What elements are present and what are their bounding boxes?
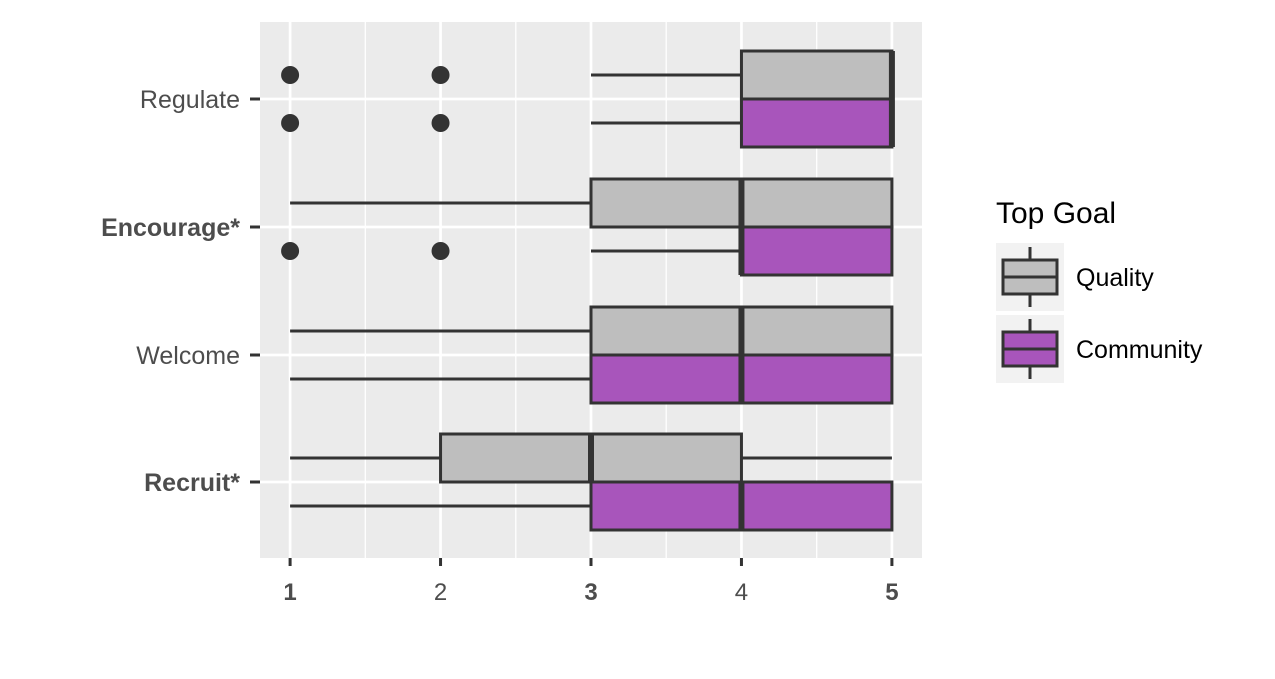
x-tick-label: 5 <box>885 579 898 606</box>
x-tick-label: 3 <box>584 579 597 606</box>
outlier-point <box>431 66 450 84</box>
legend-label: Quality <box>1076 264 1154 292</box>
y-tick-label: Encourage* <box>101 214 240 242</box>
outlier-point <box>431 114 450 132</box>
legend-title: Top Goal <box>996 197 1116 230</box>
box-community <box>739 225 894 277</box>
outlier-point <box>281 242 300 260</box>
x-tick-label: 1 <box>283 579 296 606</box>
legend-label: Community <box>1076 336 1203 364</box>
x-tick-label: 4 <box>735 579 748 606</box>
y-tick-label: Welcome <box>136 342 240 370</box>
y-tick-label: Regulate <box>140 86 240 114</box>
outlier-point <box>281 114 300 132</box>
x-tick-label: 2 <box>434 579 447 606</box>
outlier-point <box>281 66 300 84</box>
outlier-point <box>431 242 450 260</box>
y-tick-label: Recruit* <box>144 469 240 497</box>
box-community <box>739 97 894 149</box>
box-quality <box>739 49 894 101</box>
